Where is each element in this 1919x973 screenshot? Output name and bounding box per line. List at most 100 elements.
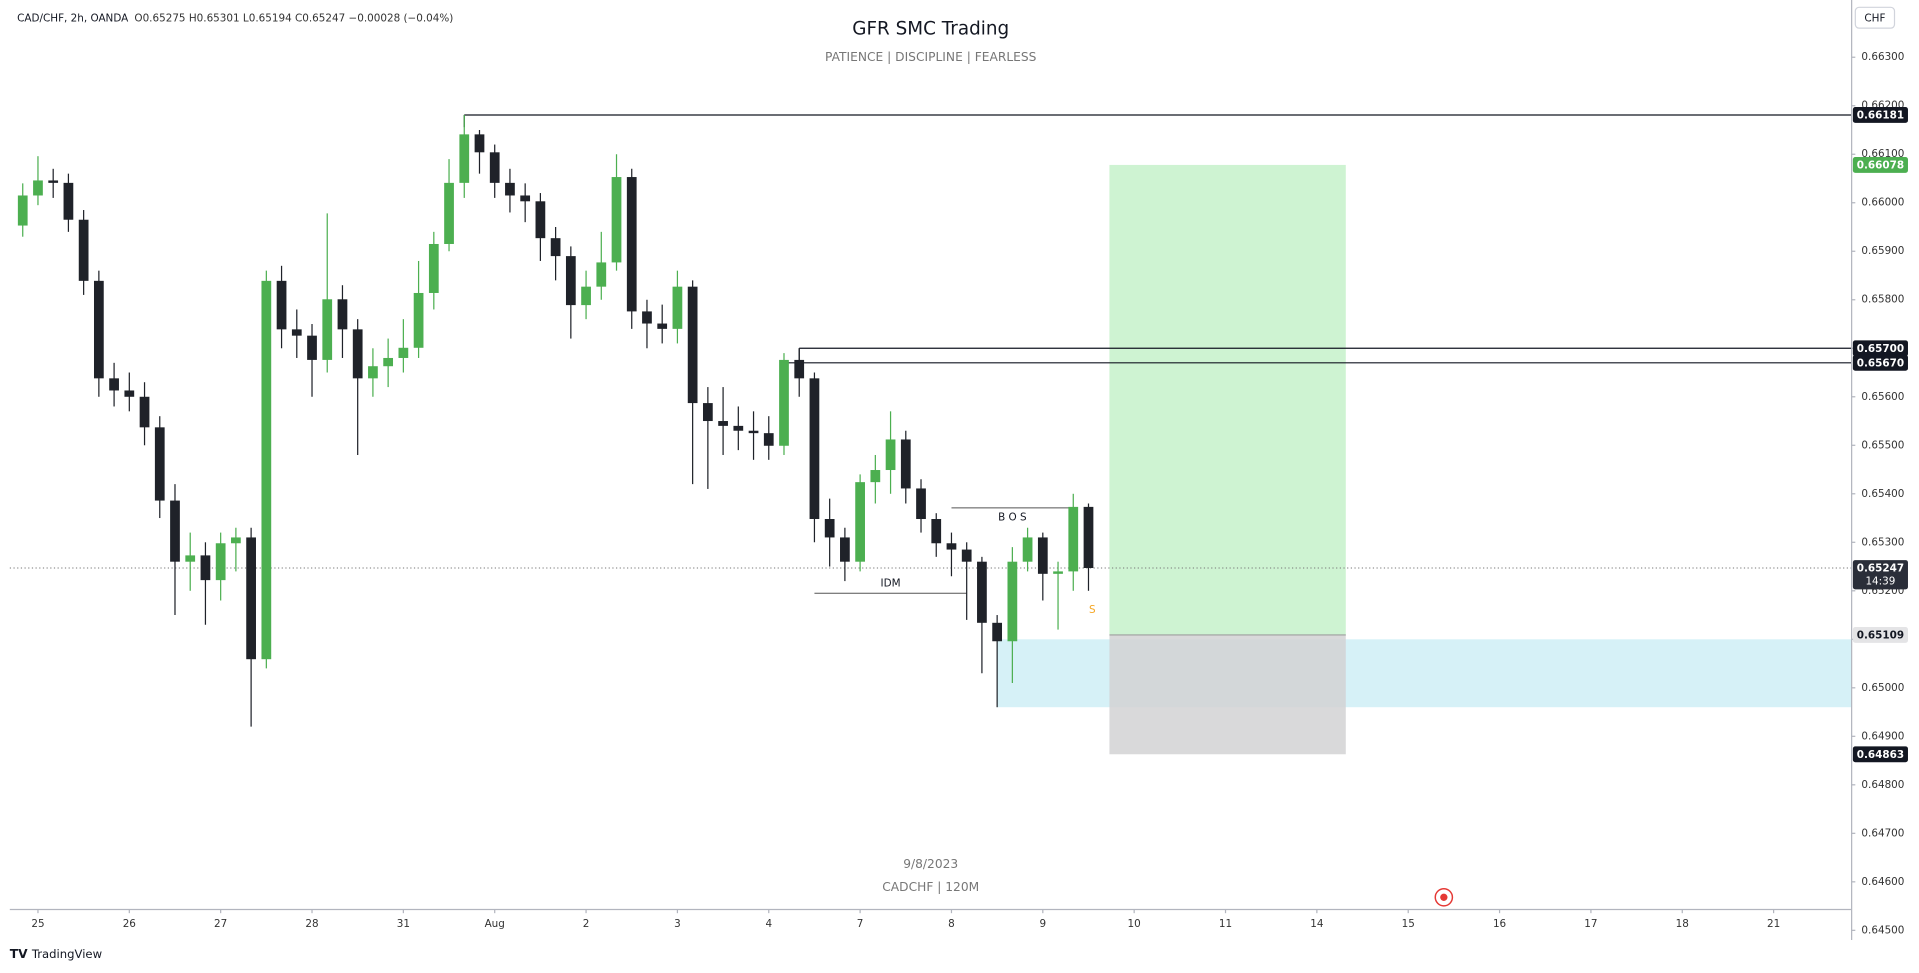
candle xyxy=(718,387,728,455)
symbol: CAD/CHF, 2h, OANDA xyxy=(17,12,129,24)
candle-body xyxy=(642,311,652,324)
candle xyxy=(307,324,317,397)
y-tick-label: 0.66000 xyxy=(1861,197,1904,209)
candle-body xyxy=(687,286,698,404)
candle-body xyxy=(885,439,896,471)
candle xyxy=(185,532,196,591)
candle-body xyxy=(185,555,196,562)
y-tick-label: 0.66300 xyxy=(1861,51,1904,63)
x-tick-label: 4 xyxy=(765,918,772,930)
logo-mark: TV xyxy=(10,947,28,961)
y-tick-label: 0.64500 xyxy=(1861,924,1904,936)
ohlc: O0.65275 H0.65301 L0.65194 C0.65247 −0.0… xyxy=(134,12,453,24)
event-icon-dot[interactable] xyxy=(1440,893,1448,901)
candle-body xyxy=(672,286,683,329)
candle-body xyxy=(200,555,211,581)
candle xyxy=(489,144,500,198)
y-tick-label: 0.64900 xyxy=(1861,730,1904,742)
candle-body xyxy=(809,378,820,520)
candle-body xyxy=(109,378,119,391)
candle-body xyxy=(337,299,348,330)
candle-body xyxy=(1083,506,1094,569)
candle-body xyxy=(489,152,500,183)
x-tick-label: 14 xyxy=(1310,918,1324,930)
currency[interactable]: CHF xyxy=(1864,12,1885,24)
candle xyxy=(261,270,272,669)
candle-body xyxy=(840,537,850,562)
candle xyxy=(413,260,424,358)
price-tag-label: 0.66181 xyxy=(1857,110,1904,122)
y-tick-label: 0.65800 xyxy=(1861,294,1904,306)
x-tick-label: 3 xyxy=(674,918,681,930)
candle xyxy=(444,159,454,252)
candle xyxy=(48,168,59,198)
currency-button[interactable] xyxy=(1854,6,1896,29)
idm-label: IDM xyxy=(881,577,901,589)
candle xyxy=(276,265,287,349)
candle xyxy=(535,193,546,261)
event-icon[interactable] xyxy=(1434,888,1454,907)
candle xyxy=(748,411,759,460)
y-tick-label: 0.65300 xyxy=(1861,536,1904,548)
candle xyxy=(855,474,865,572)
candle xyxy=(977,556,987,674)
y-tick-label: 0.65200 xyxy=(1861,585,1904,597)
brand: TradingView xyxy=(31,947,102,961)
candle-body xyxy=(550,238,561,257)
candle xyxy=(352,319,363,455)
candle xyxy=(763,416,774,460)
candle-body xyxy=(444,182,454,244)
candle xyxy=(368,348,378,397)
candle xyxy=(581,270,591,320)
chart-title: GFR SMC Trading xyxy=(852,18,1009,39)
x-tick-label: 16 xyxy=(1493,918,1506,930)
candle-body xyxy=(931,519,942,544)
candle xyxy=(1053,561,1063,630)
x-tick-label: 26 xyxy=(123,918,136,930)
candle-body xyxy=(383,357,394,367)
candle xyxy=(642,299,652,349)
candle xyxy=(946,532,957,577)
candle-body xyxy=(398,347,409,358)
candle xyxy=(1037,532,1048,601)
x-tick-label: 28 xyxy=(305,918,318,930)
candle-body xyxy=(1022,537,1033,562)
candle xyxy=(916,479,926,533)
candle xyxy=(824,498,835,567)
candle-body xyxy=(428,243,439,293)
x-tick-label: 10 xyxy=(1128,918,1141,930)
candle-body xyxy=(63,182,74,220)
candle-body xyxy=(1037,537,1048,574)
x-axis-band xyxy=(9,909,1852,941)
candle-body xyxy=(520,195,531,202)
y-tick-label: 0.65900 xyxy=(1861,245,1904,257)
price-tag-label: 0.66078 xyxy=(1857,160,1904,172)
chart-subtitle: PATIENCE | DISCIPLINE | FEARLESS xyxy=(825,50,1037,64)
candle xyxy=(1022,527,1033,572)
price-tag xyxy=(1852,627,1908,643)
x-tick-label: 25 xyxy=(31,918,44,930)
current-price-label: 0.65247 xyxy=(1857,563,1904,575)
brand-logo: TV xyxy=(10,947,28,961)
candle xyxy=(596,231,607,300)
candle-body xyxy=(93,280,104,379)
candle-body xyxy=(657,323,668,329)
candle-body xyxy=(733,425,744,431)
x-tick-label: 27 xyxy=(214,918,227,930)
candle xyxy=(657,304,668,344)
candle-body xyxy=(946,543,957,550)
candle-body xyxy=(413,292,424,348)
price-tag xyxy=(1852,156,1908,173)
y-tick-label: 0.64600 xyxy=(1861,876,1904,888)
candle-body xyxy=(1053,571,1063,574)
symbol-info: CAD/CHF, 2h, OANDA O0.65275 H0.65301 L0.6… xyxy=(17,12,453,24)
x-tick-label: 15 xyxy=(1402,918,1415,930)
price-tag xyxy=(1852,354,1908,371)
candle xyxy=(550,227,561,281)
x-tick-label: Aug xyxy=(485,918,505,930)
candle xyxy=(626,168,637,329)
candle xyxy=(520,183,531,223)
candle-body xyxy=(535,201,546,239)
x-tick-label: 31 xyxy=(397,918,410,930)
